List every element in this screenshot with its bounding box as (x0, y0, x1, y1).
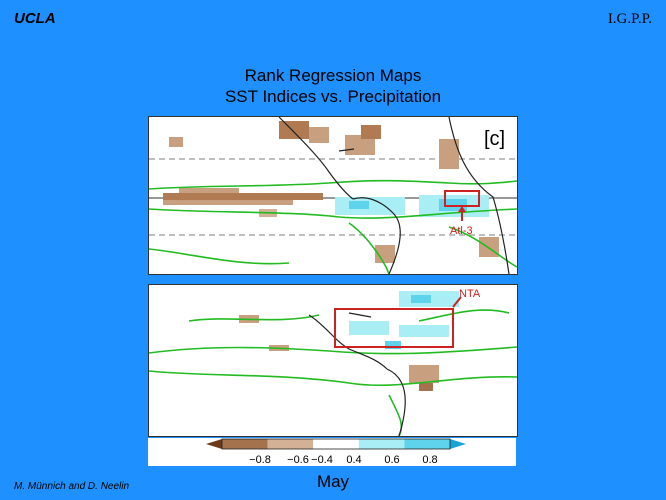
colorbar-cell (404, 439, 450, 449)
panel-label: [c] (484, 128, 505, 150)
negative-regression-areas (163, 121, 499, 263)
colorbar-tick: 0.6 (384, 454, 399, 466)
colorbar-cell (358, 439, 405, 449)
nta-index-box (334, 308, 454, 348)
map-panel-nta: NTA (148, 284, 518, 437)
title-line-2: SST Indices vs. Precipitation (224, 87, 442, 106)
positive-regression-areas (349, 291, 459, 349)
atl3-arrowhead (458, 206, 466, 212)
colorbar-tick: −0.6 (287, 454, 309, 466)
colorbar-arrow-left (206, 439, 222, 449)
nta-label: NTA (459, 288, 481, 300)
map-nta: NTA (149, 288, 517, 436)
organization-label: UCLA (14, 10, 56, 27)
coastlines (308, 312, 406, 436)
institute-label: I.G.P.P. (607, 11, 652, 27)
colorbar-arrow-right (450, 439, 466, 449)
colorbar: −0.8 −0.6 −0.4 0.4 0.6 0.8 (148, 438, 516, 466)
colorbar-cell (222, 439, 268, 449)
slide-title: Rank Regression Maps SST Indices vs. Pre… (0, 65, 666, 107)
colorbar-ticks: −0.8 −0.6 −0.4 0.4 0.6 0.8 (249, 454, 438, 466)
month-label: May (316, 472, 350, 491)
colorbar-tick: 0.8 (422, 454, 437, 466)
colorbar-outline (221, 438, 451, 450)
latitude-lines (149, 158, 517, 236)
colorbar-tick: −0.8 (249, 454, 271, 466)
map-atl3: Atl-3 [c] (149, 117, 517, 274)
atl3-label: Atl-3 (450, 225, 473, 237)
map-panel-atl3: Atl-3 [c] (148, 116, 518, 275)
coastlines (278, 117, 510, 274)
colorbar-cell (267, 439, 314, 449)
colorbar-tick: 0.4 (346, 454, 361, 466)
title-line-1: Rank Regression Maps (244, 66, 422, 85)
colorbar-tick: −0.4 (311, 454, 333, 466)
colorbar-svg: −0.8 −0.6 −0.4 0.4 0.6 0.8 (206, 438, 466, 466)
nta-arrow (452, 296, 462, 308)
precipitation-contours (149, 309, 517, 436)
colorbar-cells (222, 439, 450, 449)
colorbar-cell (313, 439, 359, 449)
author-credits: M. Münnich and D. Neelin (14, 481, 130, 492)
